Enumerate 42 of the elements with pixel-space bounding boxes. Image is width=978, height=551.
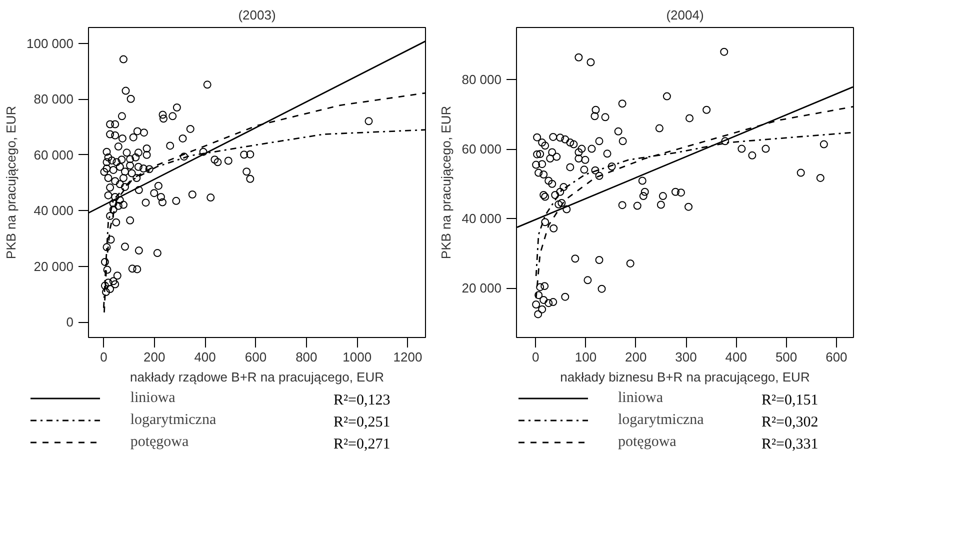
text: R²=0,251 xyxy=(334,414,390,430)
text: R²=0,151 xyxy=(762,392,818,408)
x-tick-label: 600 xyxy=(826,350,848,364)
text: R²=0,331 xyxy=(762,436,818,452)
x-tick-label: 200 xyxy=(144,350,166,364)
x-axis-title: nakłady biznesu B+R na pracującego, EUR xyxy=(560,370,810,384)
legend-label: potęgowa xyxy=(618,433,676,451)
y-axis-title: PKB na pracującego, EUR xyxy=(4,106,19,260)
legend-label: logarytmiczna xyxy=(130,411,216,429)
x-tick-label: 400 xyxy=(725,350,748,364)
y-tick-label: 20 000 xyxy=(34,258,74,274)
x-tick-label: 800 xyxy=(296,350,318,364)
chart-title: (2004) xyxy=(666,8,704,22)
chart-title: (2003) xyxy=(238,8,276,22)
legend-label: liniowa xyxy=(618,389,663,407)
x-tick-label: 600 xyxy=(244,350,267,364)
y-tick-label: 60 000 xyxy=(462,142,502,157)
text: R²=0,123 xyxy=(334,392,390,408)
y-tick-label: 80 000 xyxy=(34,92,74,107)
x-tick-label: 500 xyxy=(775,350,798,364)
x-tick-label: 1200 xyxy=(393,350,422,364)
y-tick-label: 100 000 xyxy=(26,36,74,51)
x-tick-label: 0 xyxy=(532,350,540,364)
y-tick-label: 60 000 xyxy=(34,147,74,162)
x-tick-label: 300 xyxy=(675,350,697,364)
text: R²=0,271 xyxy=(334,436,390,452)
y-tick-label: 40 000 xyxy=(34,203,74,218)
x-tick-label: 0 xyxy=(100,350,108,364)
y-tick-label: 20 000 xyxy=(462,280,502,296)
y-tick-label: 0 xyxy=(66,314,74,330)
text: R²=0,302 xyxy=(762,414,818,430)
x-tick-label: 400 xyxy=(194,350,216,364)
legend-label: potęgowa xyxy=(130,433,189,451)
y-axis-title: PKB na pracującego, EUR xyxy=(438,106,454,260)
legend-label: liniowa xyxy=(130,389,176,407)
x-tick-label: 200 xyxy=(625,350,647,364)
y-tick-label: 40 000 xyxy=(462,211,502,226)
x-axis-title: nakłady rządowe B+R na pracującego, EUR xyxy=(130,370,384,384)
x-tick-label: 100 xyxy=(574,350,597,364)
x-tick-label: 1000 xyxy=(342,350,372,364)
y-tick-label: 80 000 xyxy=(462,72,502,88)
legend-label: logarytmiczna xyxy=(618,411,704,429)
